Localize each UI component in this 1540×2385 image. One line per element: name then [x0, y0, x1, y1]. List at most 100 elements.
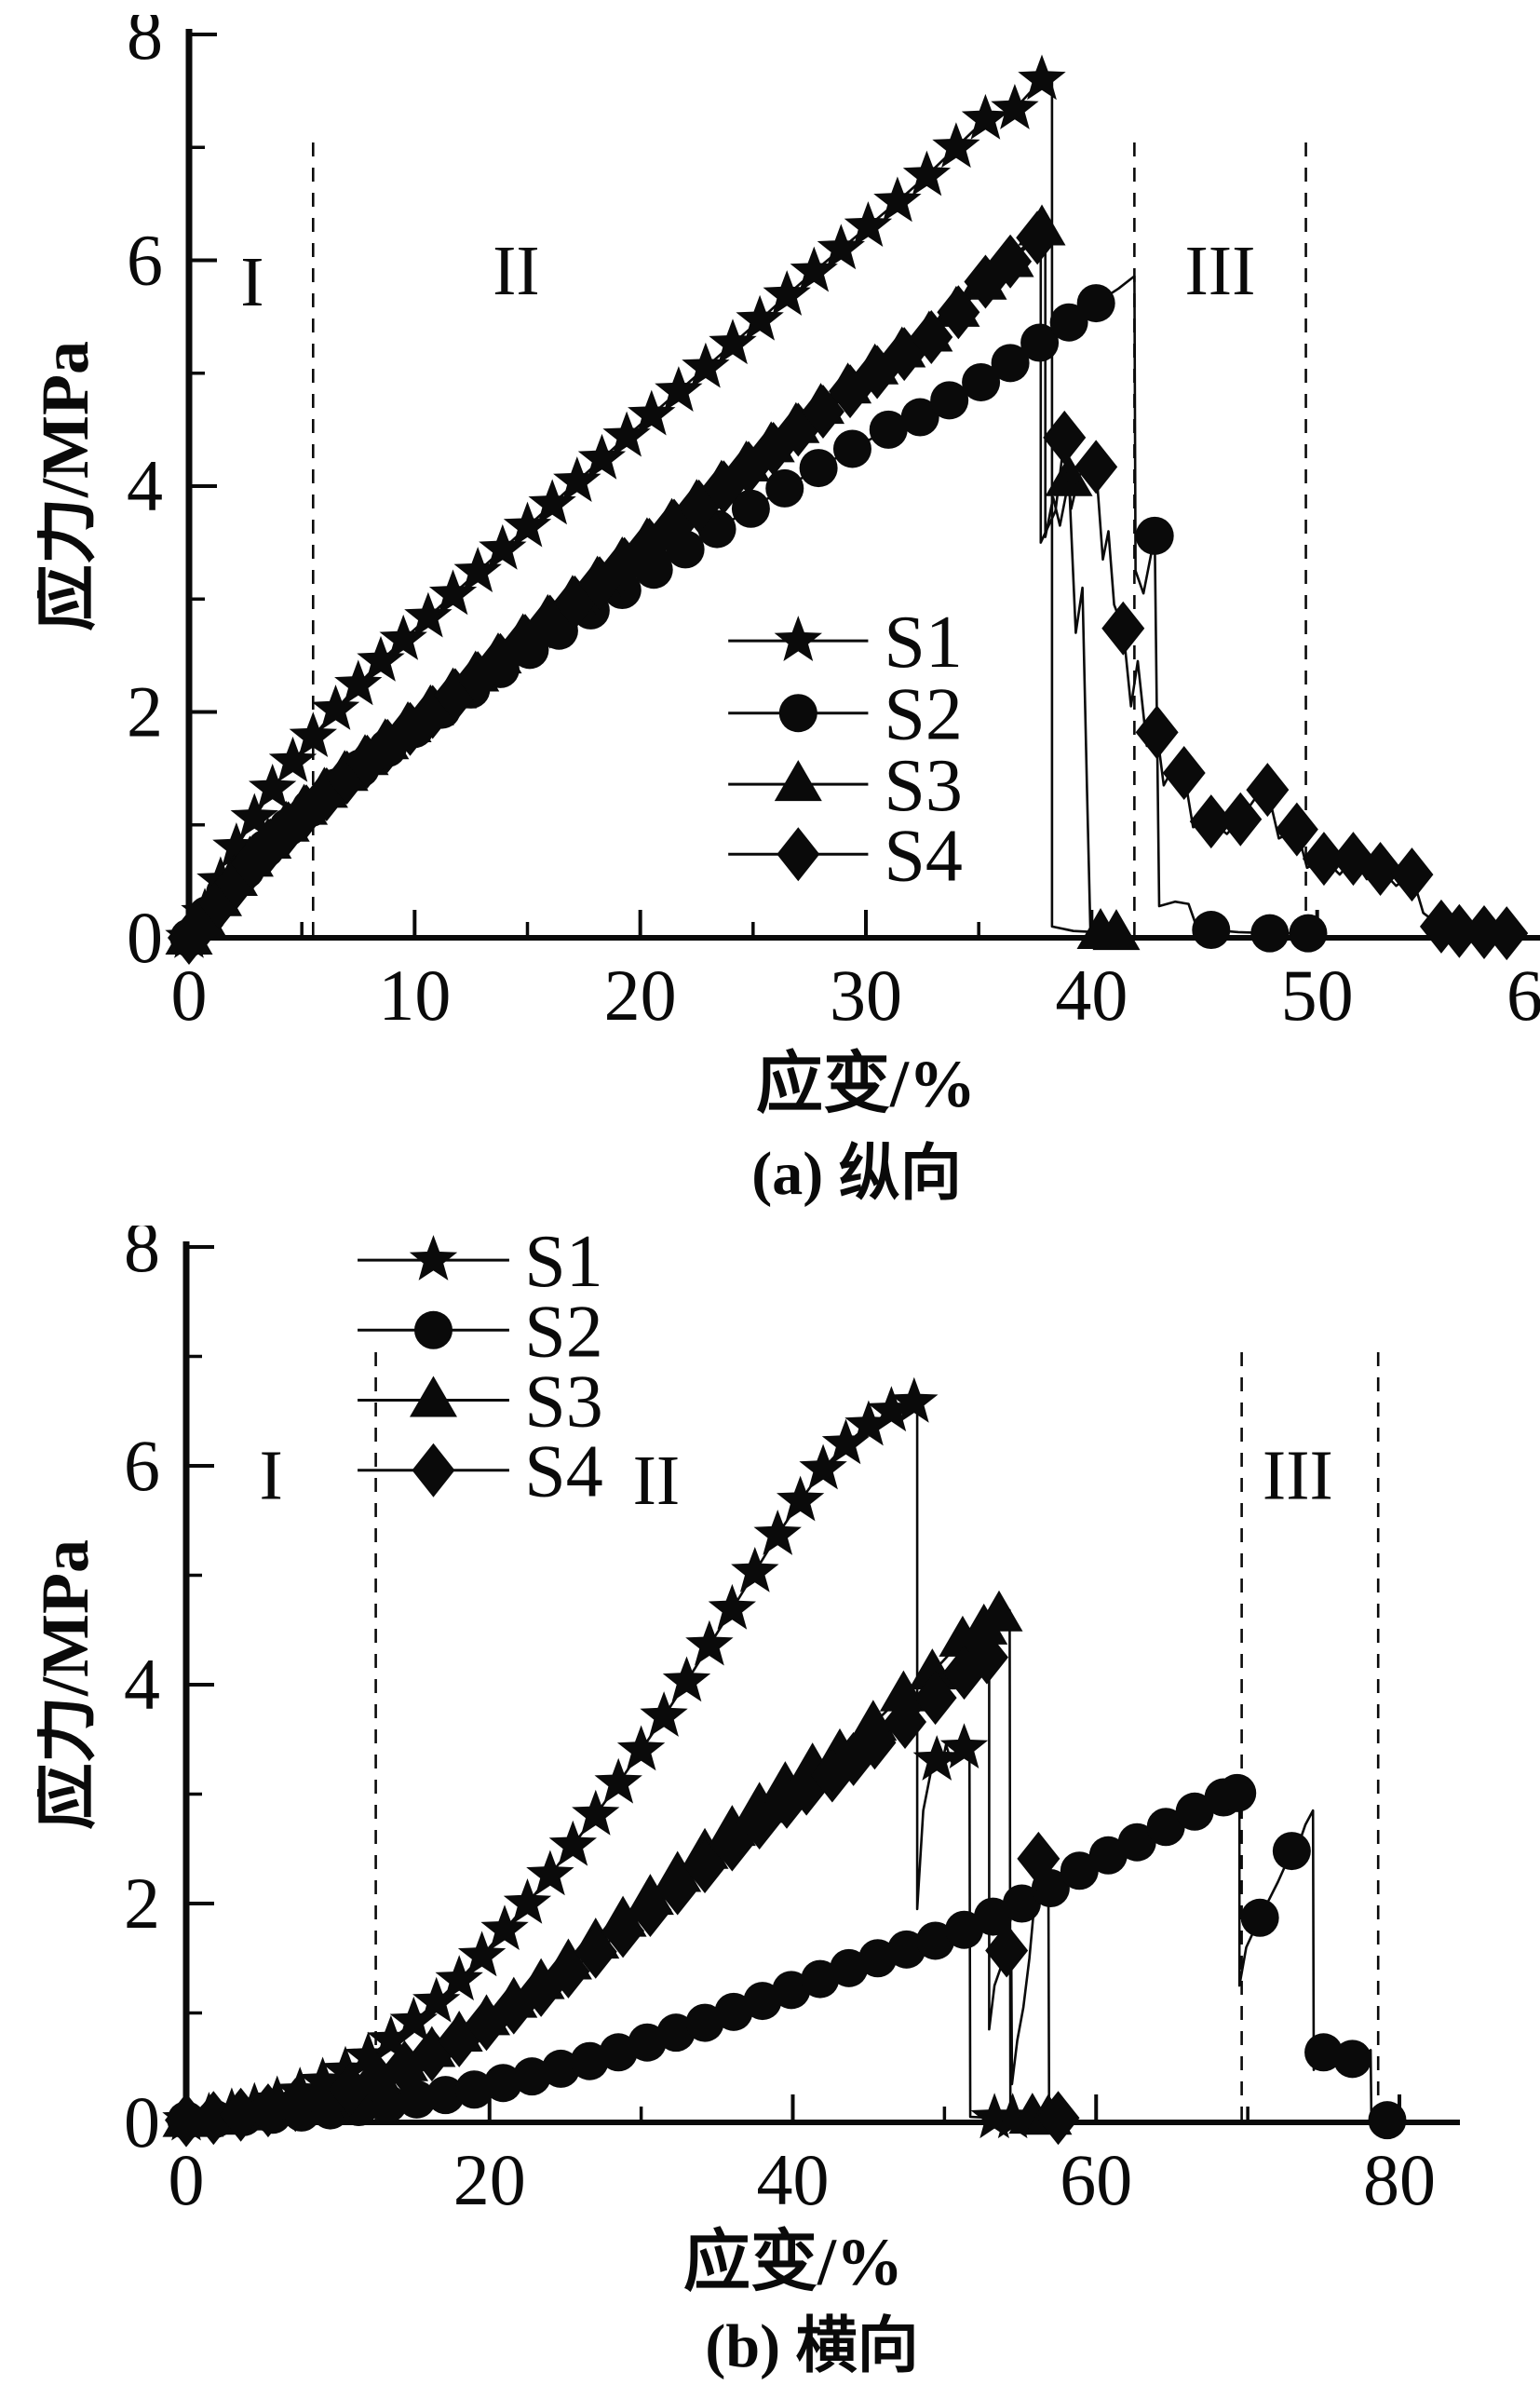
region-label-III: III — [1263, 1436, 1333, 1514]
diamond-marker-icon — [1101, 601, 1145, 656]
circle-marker-icon — [991, 344, 1030, 383]
star-marker-icon — [572, 1789, 620, 1836]
circle-marker-icon — [599, 2033, 638, 2072]
legend-label-S4: S4 — [884, 815, 963, 897]
circle-marker-icon — [869, 410, 908, 449]
diamond-marker-icon — [985, 1923, 1029, 1978]
diamond-marker-icon — [884, 1694, 927, 1749]
diamond-marker-icon — [547, 1944, 590, 1999]
circle-marker-icon — [1289, 914, 1328, 953]
chart-a-svg: 010203040506002468应变/%应力/MPa(a) 纵向IIIIII… — [37, 15, 1540, 1208]
star-marker-icon — [991, 84, 1039, 129]
diamond-marker-icon — [1302, 832, 1345, 887]
star-marker-icon — [736, 294, 784, 341]
circle-marker-icon — [570, 2041, 609, 2080]
diamond-marker-icon — [1162, 745, 1206, 800]
star-marker-icon — [777, 1475, 825, 1522]
circle-marker-icon — [426, 2076, 466, 2115]
series-S4 — [168, 210, 1529, 965]
diamond-marker-icon — [192, 2091, 236, 2146]
y-tick-label: 8 — [127, 15, 163, 75]
circle-marker-icon — [765, 468, 804, 508]
star-marker-icon — [1018, 54, 1066, 101]
star-marker-icon — [230, 793, 278, 839]
diamond-marker-icon — [1358, 842, 1402, 897]
circle-marker-icon — [1076, 284, 1115, 323]
circle-marker-icon — [1135, 516, 1174, 555]
star-marker-icon — [763, 270, 811, 316]
star-marker-icon — [844, 1400, 893, 1446]
star-marker-icon — [528, 479, 576, 525]
circle-marker-icon — [656, 2013, 696, 2053]
circle-marker-icon — [1368, 2101, 1407, 2140]
star-marker-icon — [480, 1904, 529, 1950]
x-axis-title: 应变/% — [683, 2225, 903, 2299]
diamond-marker-icon — [910, 309, 953, 364]
star-marker-icon — [682, 342, 730, 388]
diamond-marker-icon — [777, 827, 820, 882]
diamond-marker-icon — [1390, 847, 1434, 902]
series-S4 — [165, 1630, 1080, 2148]
star-marker-icon — [662, 1656, 711, 1702]
star-marker-icon — [479, 523, 527, 570]
star-marker-icon — [412, 1976, 461, 2023]
star-marker-icon — [334, 659, 383, 706]
star-marker-icon — [435, 1955, 483, 2001]
diamond-marker-icon — [1017, 1831, 1060, 1886]
circle-marker-icon — [685, 2003, 724, 2042]
diamond-marker-icon — [1016, 210, 1060, 265]
legend-label-S2: S2 — [524, 1291, 603, 1373]
y-tick-label: 4 — [127, 445, 163, 526]
circle-marker-icon — [900, 398, 939, 437]
x-tick-label: 60 — [1060, 2139, 1132, 2220]
star-marker-icon — [774, 616, 822, 661]
chart-b-transverse: 0 20 40 60 80 0 2 4 6 8 应变/% 应力/MPa (b) 横向 I II III S1 S2… — [37, 1226, 1540, 2385]
diamond-marker-icon — [1036, 2091, 1080, 2146]
star-marker-icon — [409, 1235, 458, 1281]
region-label-II: II — [633, 1442, 681, 1520]
star-marker-icon — [428, 569, 478, 616]
circle-marker-icon — [778, 694, 817, 733]
region-label-I: I — [260, 1436, 283, 1514]
star-marker-icon — [268, 736, 317, 782]
diamond-marker-icon — [1135, 705, 1179, 760]
circle-marker-icon — [483, 2064, 522, 2103]
region-label-II: II — [493, 232, 540, 310]
diamond-marker-icon — [1043, 410, 1087, 465]
star-marker-icon — [902, 150, 952, 196]
diamond-marker-icon — [655, 1861, 699, 1916]
star-marker-icon — [616, 1725, 666, 1771]
star-marker-icon — [457, 1931, 507, 1977]
triangle-marker-icon — [1092, 909, 1141, 951]
circle-marker-icon — [413, 1310, 453, 1349]
x-tick-label: 60 — [1506, 955, 1540, 1036]
star-marker-icon — [890, 1376, 939, 1423]
diamond-marker-icon — [246, 2083, 290, 2138]
diamond-marker-icon — [214, 855, 258, 910]
circle-marker-icon — [962, 362, 1001, 401]
y-tick-label: 6 — [127, 220, 163, 301]
y-axis-title: 应力/MPa — [37, 341, 102, 631]
diamond-marker-icon — [937, 285, 980, 340]
star-marker-icon — [526, 1850, 574, 1896]
diamond-marker-icon — [574, 1924, 617, 1979]
diamond-marker-icon — [913, 1671, 957, 1726]
star-marker-icon — [594, 1757, 642, 1804]
x-tick-label: 50 — [1281, 955, 1354, 1036]
diamond-marker-icon — [737, 1796, 781, 1850]
star-marker-icon — [708, 1583, 756, 1630]
x-tick-label: 0 — [169, 2139, 205, 2220]
star-marker-icon — [844, 201, 893, 247]
diamond-marker-icon — [853, 1715, 897, 1770]
circle-marker-icon — [1304, 2033, 1344, 2072]
circle-marker-icon — [801, 1959, 840, 1999]
star-marker-icon — [867, 1386, 915, 1432]
star-marker-icon — [357, 635, 405, 682]
star-marker-icon — [932, 122, 980, 169]
diamond-marker-icon — [801, 384, 844, 439]
diamond-marker-icon — [1074, 440, 1118, 495]
legend-label-S3: S3 — [524, 1362, 603, 1443]
circle-marker-icon — [1088, 1836, 1128, 1875]
circle-marker-icon — [945, 1910, 984, 1949]
